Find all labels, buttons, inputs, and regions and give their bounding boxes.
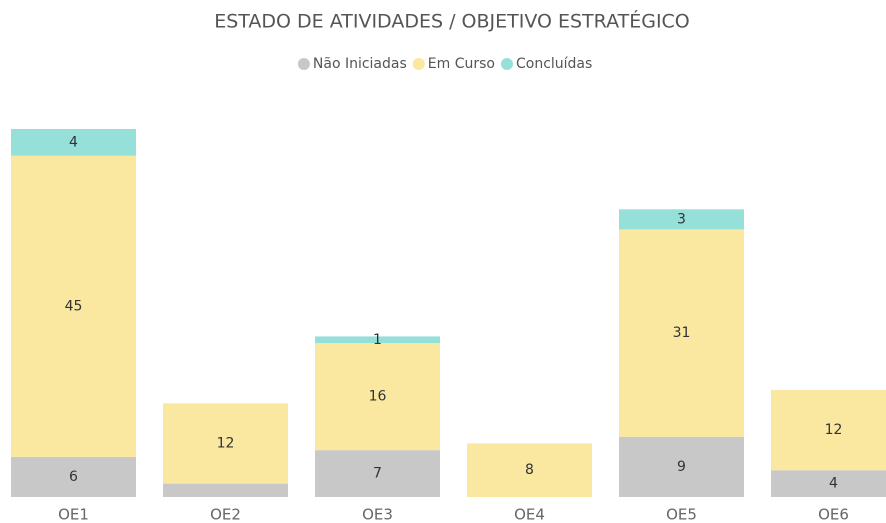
x-tick-label: OE2 <box>210 506 241 523</box>
bar-segment <box>619 209 744 230</box>
bar-segment <box>619 436 744 497</box>
legend-swatch <box>500 58 513 70</box>
bar-segment <box>315 343 440 451</box>
x-tick-label: OE5 <box>666 506 697 523</box>
data-label: 3 <box>677 211 686 227</box>
legend-label: Concluídas <box>516 56 592 72</box>
bar-segment <box>11 456 136 497</box>
bar-segment <box>467 443 592 497</box>
legend-swatch <box>297 58 310 70</box>
legend-label: Não Iniciadas <box>313 56 407 72</box>
legend-label: Em Curso <box>428 56 495 72</box>
data-label: 45 <box>65 298 83 314</box>
bar-segment <box>163 483 288 497</box>
x-tick-label: OE1 <box>58 506 89 523</box>
bar-segment <box>315 336 440 344</box>
data-label: 8 <box>525 462 534 478</box>
bar-segment <box>619 229 744 437</box>
data-label: 6 <box>69 469 78 485</box>
data-label: 12 <box>825 422 843 438</box>
data-label: 4 <box>829 476 838 492</box>
bar-segment <box>163 403 288 484</box>
bar-segment <box>11 129 136 156</box>
data-label: 16 <box>369 389 387 405</box>
chart-title: ESTADO DE ATIVIDADES / OBJETIVO ESTRATÉG… <box>214 10 690 33</box>
data-label: 9 <box>677 459 686 475</box>
legend-swatch <box>412 58 425 70</box>
data-label: 1 <box>373 332 382 348</box>
bar-segment <box>315 450 440 497</box>
bar-segment <box>771 470 886 497</box>
x-tick-label: OE3 <box>362 506 393 523</box>
data-label: 7 <box>373 466 382 482</box>
x-tick-label: OE6 <box>818 506 849 523</box>
bar-segment <box>771 389 886 471</box>
x-tick-label: OE4 <box>514 506 545 523</box>
data-label: 12 <box>217 435 235 451</box>
data-label: 31 <box>673 325 691 341</box>
bar-segment <box>11 155 136 457</box>
data-label: 4 <box>69 134 78 150</box>
legend: Não Iniciadas Em Curso Concluídas <box>297 56 592 72</box>
